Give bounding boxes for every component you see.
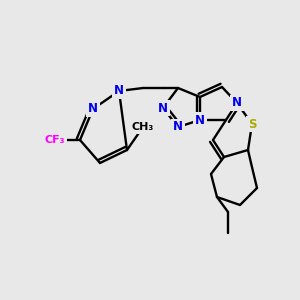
Text: N: N — [158, 101, 168, 115]
Text: N: N — [114, 85, 124, 98]
Text: S: S — [248, 118, 256, 130]
Text: CF₃: CF₃ — [45, 135, 65, 145]
Text: N: N — [232, 97, 242, 110]
Text: CH₃: CH₃ — [132, 122, 154, 132]
Text: N: N — [195, 113, 205, 127]
Text: N: N — [173, 121, 183, 134]
Text: N: N — [88, 103, 98, 116]
